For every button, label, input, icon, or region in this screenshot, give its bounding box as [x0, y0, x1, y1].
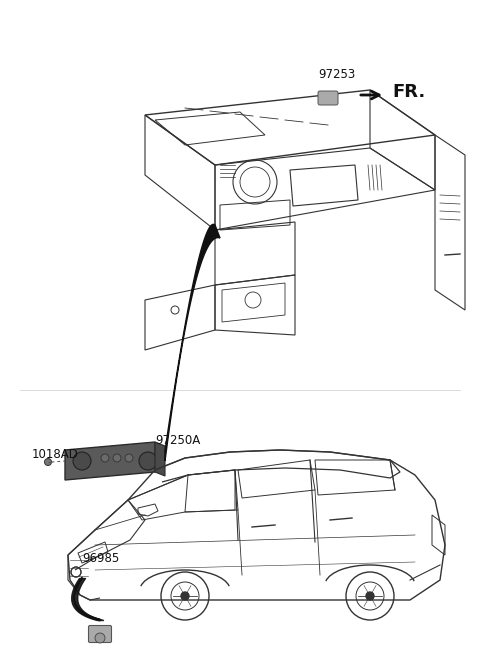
FancyBboxPatch shape — [318, 91, 338, 105]
Circle shape — [113, 454, 121, 462]
Circle shape — [139, 452, 157, 470]
Circle shape — [181, 592, 189, 600]
FancyBboxPatch shape — [88, 626, 111, 642]
Polygon shape — [165, 224, 220, 461]
Circle shape — [125, 454, 133, 462]
Circle shape — [366, 592, 374, 600]
Polygon shape — [155, 442, 165, 476]
Circle shape — [45, 459, 51, 466]
Text: 1018AD: 1018AD — [32, 449, 79, 462]
Text: 97250A: 97250A — [155, 434, 200, 447]
Text: 97253: 97253 — [318, 68, 355, 81]
Text: FR.: FR. — [392, 83, 425, 101]
Text: 96985: 96985 — [82, 552, 119, 565]
Circle shape — [73, 452, 91, 470]
Polygon shape — [65, 442, 155, 480]
Circle shape — [95, 633, 105, 643]
Circle shape — [101, 454, 109, 462]
